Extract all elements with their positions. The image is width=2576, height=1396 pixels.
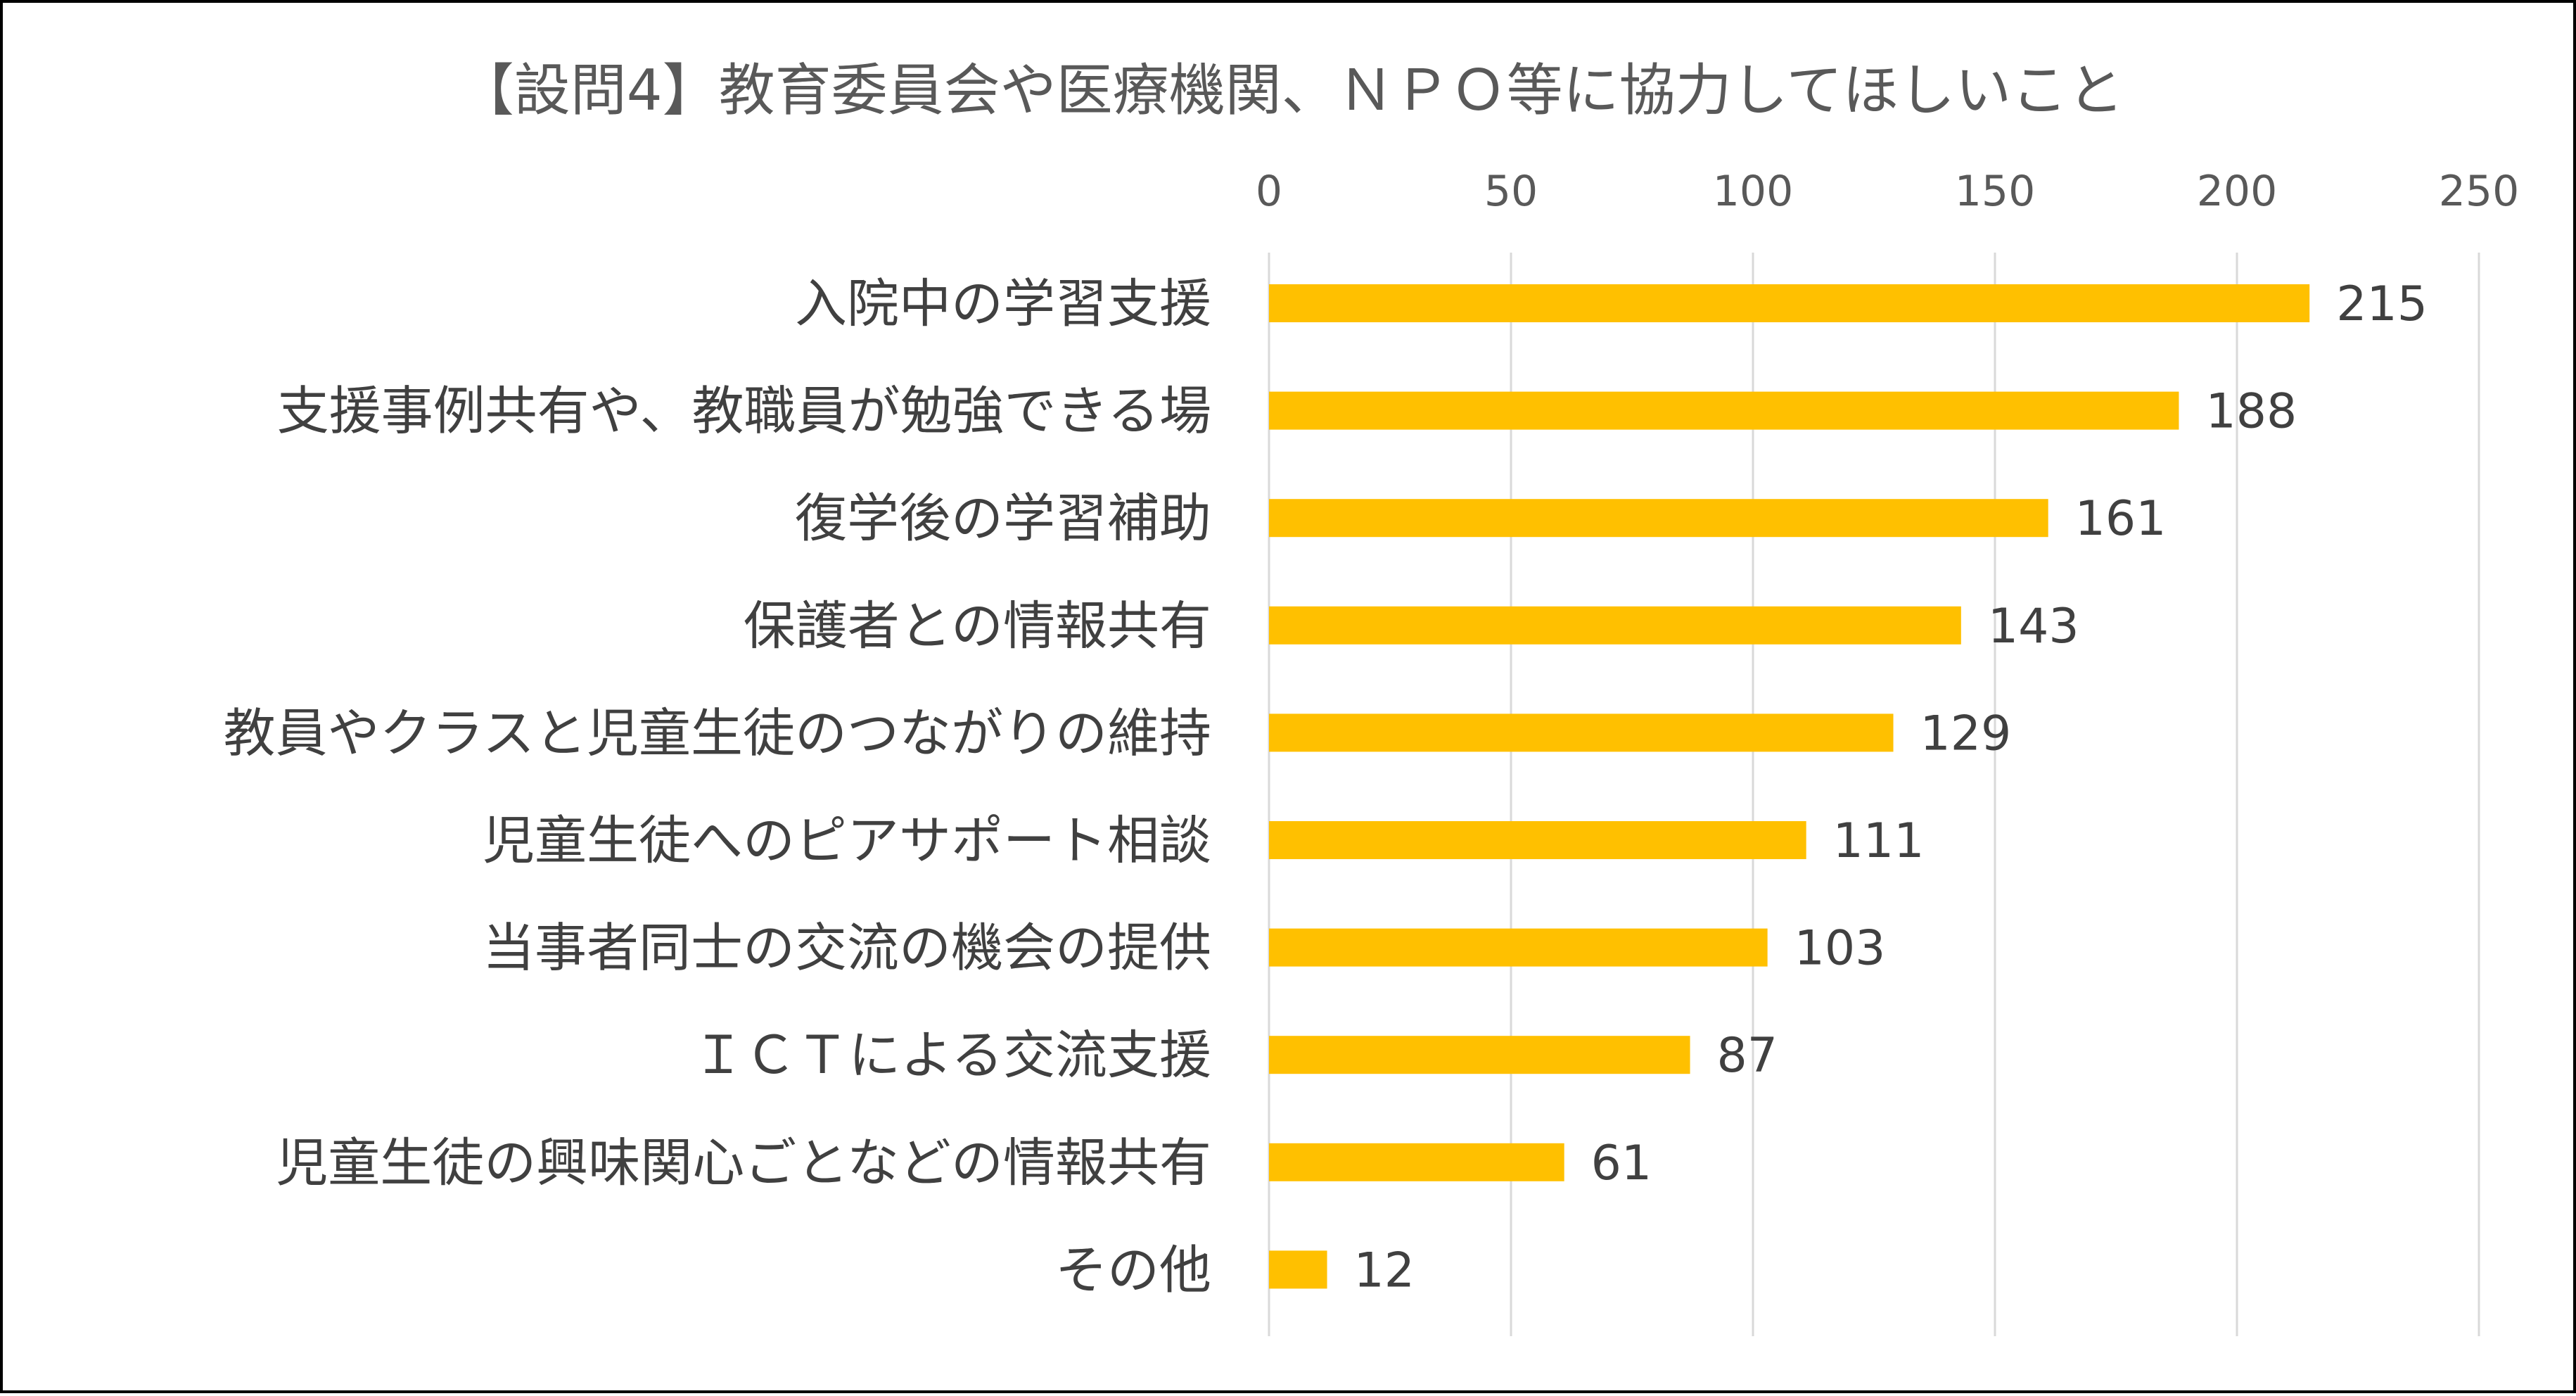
data-label: 12 [1354, 1243, 1415, 1298]
data-labels: 215 188 161 143 129 111 103 87 61 12 [1354, 277, 2428, 1298]
category-label: ＩＣＴによる交流支援 [692, 1025, 1211, 1086]
x-tick-label: 200 [2197, 167, 2278, 216]
bar [1269, 1143, 1564, 1181]
x-tick-label: 150 [1955, 167, 2036, 216]
bar [1269, 713, 1894, 752]
x-tick-label: 0 [1256, 167, 1282, 216]
data-label: 129 [1920, 706, 2012, 761]
bar [1269, 821, 1806, 859]
bar [1269, 391, 2179, 430]
category-label: 当事者同士の交流の機会の提供 [483, 918, 1211, 979]
data-label: 87 [1717, 1028, 1778, 1084]
category-label: 保護者との情報共有 [744, 596, 1211, 656]
data-label: 61 [1591, 1136, 1652, 1191]
data-label: 215 [2336, 277, 2428, 332]
bars [1269, 284, 2310, 1289]
category-label: 児童生徒へのピアサポート相談 [483, 811, 1211, 871]
bar [1269, 1250, 1327, 1289]
category-label: 教員やクラスと児童生徒のつながりの維持 [223, 703, 1211, 763]
data-label: 188 [2205, 384, 2297, 440]
x-tick-label: 100 [1713, 167, 1794, 216]
bar-chart: 【設問4】教育委員会や医療機関、ＮＰＯ等に協力してほしいこと 0 50 100 150… [223, 58, 2519, 1336]
x-axis-ticks: 0 50 100 150 200 250 [1256, 167, 2519, 216]
x-tick-label: 50 [1484, 167, 1538, 216]
data-label: 161 [2075, 491, 2167, 547]
data-label: 143 [1988, 599, 2079, 654]
category-label: 支援事例共有や、教職員が勉強できる場 [277, 381, 1211, 442]
category-label: 入院中の学習支援 [795, 274, 1211, 334]
bar [1269, 606, 1961, 645]
bar [1269, 928, 1768, 967]
bar [1269, 1036, 1690, 1074]
data-label: 111 [1833, 813, 1925, 869]
category-label: その他 [1055, 1240, 1211, 1300]
chart-title: 【設問4】教育委員会や医療機関、ＮＰＯ等に協力してほしいこと [458, 58, 2124, 123]
bar [1269, 499, 2048, 538]
x-tick-label: 250 [2439, 167, 2520, 216]
category-labels: 入院中の学習支援支援事例共有や、教職員が勉強できる場復学後の学習補助保護者との情… [223, 274, 1211, 1300]
category-label: 児童生徒の興味関心ごとなどの情報共有 [276, 1133, 1211, 1193]
bar [1269, 284, 2310, 322]
data-label: 103 [1794, 921, 1886, 977]
category-label: 復学後の学習補助 [795, 488, 1211, 549]
